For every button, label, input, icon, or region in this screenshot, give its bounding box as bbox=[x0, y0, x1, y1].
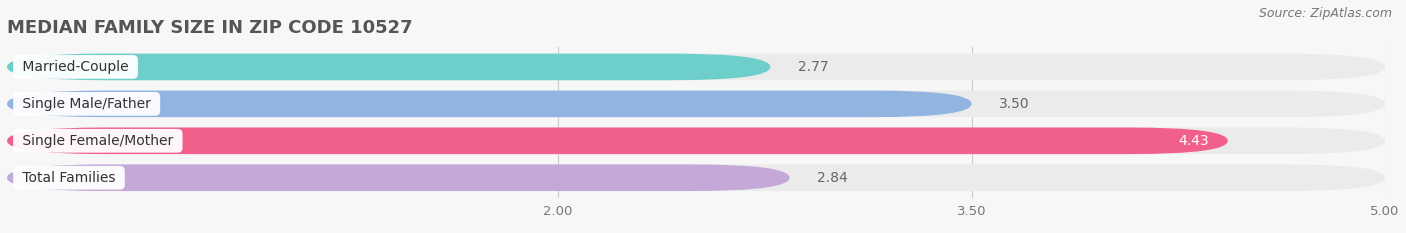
FancyBboxPatch shape bbox=[7, 164, 790, 191]
FancyBboxPatch shape bbox=[7, 91, 972, 117]
Text: 2.77: 2.77 bbox=[799, 60, 828, 74]
Text: MEDIAN FAMILY SIZE IN ZIP CODE 10527: MEDIAN FAMILY SIZE IN ZIP CODE 10527 bbox=[7, 19, 412, 37]
Text: Single Male/Father: Single Male/Father bbox=[18, 97, 155, 111]
FancyBboxPatch shape bbox=[7, 127, 1385, 154]
FancyBboxPatch shape bbox=[7, 54, 770, 80]
FancyBboxPatch shape bbox=[7, 164, 1385, 191]
Text: Single Female/Mother: Single Female/Mother bbox=[18, 134, 177, 148]
Text: Total Families: Total Families bbox=[18, 171, 120, 185]
FancyBboxPatch shape bbox=[7, 91, 1385, 117]
Text: 4.43: 4.43 bbox=[1178, 134, 1209, 148]
FancyBboxPatch shape bbox=[7, 127, 1227, 154]
Text: Married-Couple: Married-Couple bbox=[18, 60, 134, 74]
Text: 3.50: 3.50 bbox=[1000, 97, 1029, 111]
Text: Source: ZipAtlas.com: Source: ZipAtlas.com bbox=[1258, 7, 1392, 20]
FancyBboxPatch shape bbox=[7, 54, 1385, 80]
Text: 2.84: 2.84 bbox=[817, 171, 848, 185]
